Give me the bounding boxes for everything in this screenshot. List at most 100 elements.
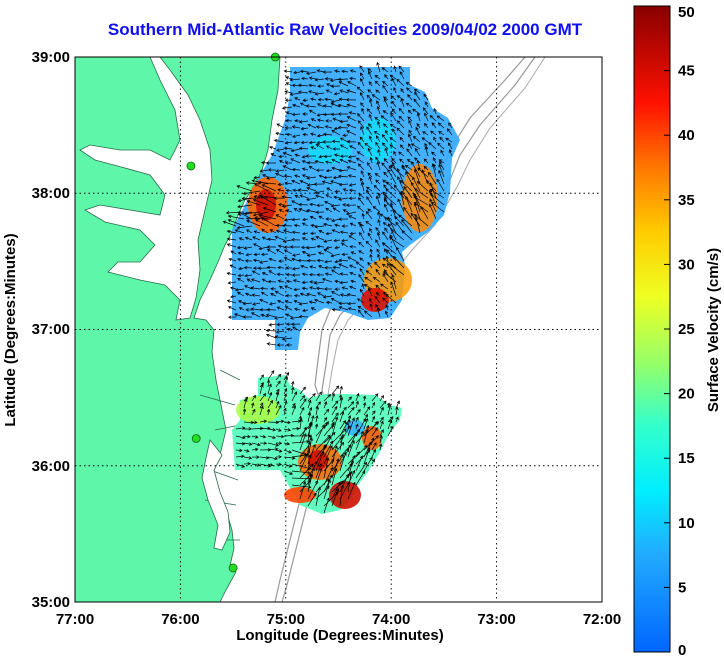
velocity-arrow xyxy=(284,300,293,304)
velocity-arrow xyxy=(267,279,277,284)
velocity-arrow xyxy=(339,158,349,164)
velocity-arrow xyxy=(330,298,341,304)
velocity-arrow xyxy=(315,125,325,129)
velocity-arrow xyxy=(293,299,301,304)
velocity-arrow xyxy=(314,159,325,164)
velocity-arrow xyxy=(306,161,317,165)
velocity-arrow xyxy=(306,176,317,180)
velocity-arrow xyxy=(268,257,277,262)
velocity-arrow xyxy=(414,188,429,199)
velocity-arrow xyxy=(359,91,365,101)
velocity-arrow xyxy=(379,443,383,451)
velocity-arrow xyxy=(277,299,285,304)
velocity-arrow xyxy=(408,119,413,129)
velocity-arrow xyxy=(317,98,325,102)
velocity-arrow xyxy=(315,486,322,507)
velocity-arrow xyxy=(292,326,301,332)
velocity-arrow xyxy=(348,235,357,241)
velocity-arrow xyxy=(369,156,373,164)
velocity-arrow xyxy=(413,194,421,213)
velocity-arrow xyxy=(339,444,352,458)
velocity-arrow xyxy=(228,257,237,262)
velocity-arrow xyxy=(243,420,255,425)
velocity-arrow xyxy=(438,159,445,164)
velocity-arrow xyxy=(334,245,341,250)
velocity-arrow xyxy=(376,161,381,171)
velocity-arrow xyxy=(439,136,445,143)
velocity-arrow xyxy=(349,245,357,249)
velocity-arrow xyxy=(330,99,341,104)
velocity-arrow xyxy=(339,230,349,234)
velocity-arrow xyxy=(291,322,301,327)
velocity-arrow xyxy=(243,396,249,402)
velocity-arrow xyxy=(389,144,397,150)
velocity-arrow xyxy=(243,427,253,431)
velocity-arrow xyxy=(236,291,245,297)
velocity-arrow xyxy=(258,246,269,251)
chesapeake-bay xyxy=(79,57,213,321)
velocity-arrow xyxy=(308,90,317,94)
velocity-arrow xyxy=(414,91,421,101)
velocity-arrow xyxy=(265,161,277,165)
velocity-arrow xyxy=(412,176,421,192)
velocity-arrow xyxy=(277,188,285,192)
velocity-arrow xyxy=(337,77,349,82)
velocity-arrow xyxy=(404,164,413,171)
velocity-arrow xyxy=(346,116,357,122)
velocity-arrow xyxy=(306,258,317,263)
velocity-arrow xyxy=(237,251,245,255)
velocity-arrow xyxy=(307,421,313,444)
velocity-arrow xyxy=(358,197,365,206)
velocity-arrow xyxy=(356,86,365,94)
velocity-arrow xyxy=(349,69,357,73)
velocity-arrow xyxy=(391,161,397,171)
velocity-arrow xyxy=(337,125,349,130)
velocity-arrow xyxy=(368,98,373,108)
velocity-arrow xyxy=(330,84,341,88)
velocity-arrow xyxy=(338,81,349,87)
velocity-arrow xyxy=(339,411,345,423)
velocity-arrow xyxy=(382,222,389,227)
velocity-arrow xyxy=(252,236,261,241)
velocity-arrow xyxy=(383,248,389,255)
velocity-arrow xyxy=(371,427,378,437)
velocity-arrow xyxy=(360,126,365,136)
velocity-arrow xyxy=(341,252,349,257)
velocity-arrow xyxy=(347,301,357,306)
velocity-arrow xyxy=(428,171,437,185)
velocity-arrow xyxy=(331,454,344,472)
colorbar-tick-label: 40 xyxy=(678,127,695,144)
velocity-arrow xyxy=(323,416,328,423)
velocity-arrow xyxy=(383,196,389,206)
velocity-arrow xyxy=(355,470,366,486)
velocity-arrow xyxy=(301,250,309,255)
velocity-arrow xyxy=(429,198,437,213)
velocity-arrow xyxy=(345,211,357,216)
velocity-arrow xyxy=(250,307,261,311)
velocity-arrow xyxy=(338,306,349,311)
x-axis-label: Longitude (Degrees:Minutes) xyxy=(236,627,444,644)
velocity-arrow xyxy=(339,137,349,143)
velocity-arrow xyxy=(368,123,373,129)
velocity-arrow xyxy=(382,297,389,304)
velocity-arrow xyxy=(433,136,437,143)
velocity-arrow xyxy=(293,140,301,145)
velocity-arrow xyxy=(389,234,397,248)
velocity-arrow xyxy=(345,98,357,102)
velocity-arrow xyxy=(234,288,245,292)
velocity-arrow xyxy=(251,435,259,439)
velocity-arrow xyxy=(242,408,247,416)
velocity-arrow xyxy=(374,173,381,178)
velocity-arrow xyxy=(379,394,384,402)
velocity-arrow xyxy=(355,429,369,444)
velocity-arrow xyxy=(310,118,317,122)
velocity-arrow xyxy=(276,306,285,311)
velocity-arrow xyxy=(252,258,261,263)
velocity-arrow xyxy=(243,434,251,439)
colorbar-tick-label: 35 xyxy=(678,192,695,209)
velocity-arrow xyxy=(309,202,317,207)
x-axis: 77:00 76:00 75:00 74:00 73:00 72:00 Long… xyxy=(56,611,621,644)
velocity-arrow xyxy=(389,263,405,276)
velocity-arrow xyxy=(331,392,336,402)
velocity-arrow xyxy=(294,194,301,199)
